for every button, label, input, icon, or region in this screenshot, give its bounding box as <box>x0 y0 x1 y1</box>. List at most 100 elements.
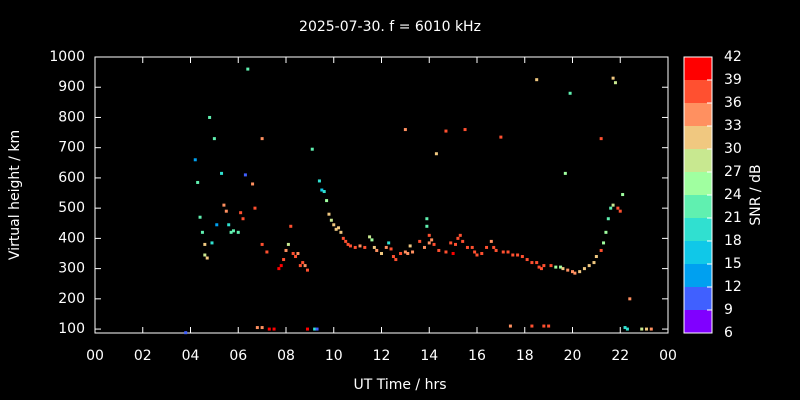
point <box>260 137 264 141</box>
point <box>346 242 350 246</box>
colorbar-band <box>684 126 712 149</box>
point <box>427 241 431 245</box>
point <box>277 267 281 271</box>
point <box>506 250 510 254</box>
point <box>559 265 563 269</box>
x-tick-label: 14 <box>420 348 438 364</box>
point <box>640 327 644 331</box>
x-tick-label: 20 <box>564 348 582 364</box>
colorbar-band <box>684 103 712 126</box>
point <box>594 255 598 259</box>
point <box>485 245 489 249</box>
x-tick-label: 06 <box>229 348 247 364</box>
point <box>616 206 620 210</box>
point <box>332 223 336 227</box>
x-tick-label: 08 <box>277 348 295 364</box>
colorbar-band <box>684 57 712 80</box>
point <box>220 171 224 175</box>
point <box>458 233 462 237</box>
point <box>611 76 615 80</box>
x-tick-label: 04 <box>182 348 200 364</box>
point <box>403 128 407 132</box>
point <box>210 241 214 245</box>
x-tick-label: 18 <box>516 348 534 364</box>
colorbar-tick-label: 42 <box>724 49 742 65</box>
colorbar-band <box>684 172 712 195</box>
colorbar-tick-label: 27 <box>724 164 742 180</box>
point <box>224 209 228 213</box>
point <box>613 81 617 85</box>
point <box>494 248 498 252</box>
point <box>628 297 632 301</box>
point <box>334 227 338 231</box>
point <box>251 182 255 186</box>
point <box>372 245 376 249</box>
y-tick-label: 100 <box>58 321 85 337</box>
point <box>454 242 458 246</box>
point <box>380 251 383 255</box>
point <box>222 203 226 207</box>
x-tick-label: 02 <box>134 348 152 364</box>
point <box>542 264 546 268</box>
point <box>320 188 324 192</box>
point <box>198 215 202 219</box>
point <box>282 258 286 262</box>
point <box>208 115 212 119</box>
point <box>236 230 240 234</box>
point <box>625 327 629 331</box>
point <box>621 193 625 197</box>
point <box>286 242 290 246</box>
x-tick-label: 12 <box>373 348 391 364</box>
point <box>618 209 622 213</box>
x-tick-label: 10 <box>325 348 343 364</box>
point <box>391 255 395 259</box>
point <box>411 250 415 254</box>
point <box>305 327 309 331</box>
point <box>229 230 233 234</box>
colorbar-band <box>684 241 712 264</box>
point <box>303 264 307 268</box>
point <box>444 129 448 133</box>
point <box>368 235 372 239</box>
point <box>255 326 259 330</box>
colorbar-band <box>684 149 712 172</box>
point <box>344 239 348 243</box>
point <box>284 248 288 252</box>
point <box>375 248 379 252</box>
point <box>645 327 649 331</box>
point <box>566 268 570 272</box>
colorbar-tick-label: 21 <box>724 210 742 226</box>
point <box>193 158 197 162</box>
point <box>542 324 546 328</box>
point <box>327 212 331 216</box>
point <box>339 230 343 234</box>
point <box>535 78 539 82</box>
y-tick-label: 600 <box>58 170 85 186</box>
point <box>370 238 374 242</box>
point <box>592 261 596 265</box>
point <box>604 230 608 234</box>
point <box>260 326 264 330</box>
colorbar-tick-label: 24 <box>724 187 742 203</box>
point <box>492 245 496 249</box>
point <box>422 245 426 249</box>
point <box>425 224 429 228</box>
point <box>315 327 319 331</box>
point <box>465 245 469 249</box>
point <box>430 238 434 242</box>
colorbar-band <box>684 80 712 103</box>
point <box>294 255 298 259</box>
point <box>337 226 341 230</box>
point <box>203 242 207 246</box>
point <box>449 241 453 245</box>
chart-title: 2025-07-30. f = 6010 kHz <box>299 19 481 35</box>
point <box>587 264 591 268</box>
point <box>279 264 283 268</box>
colorbar-tick-label: 12 <box>724 279 742 295</box>
point <box>427 233 431 237</box>
point <box>463 128 467 132</box>
point <box>530 324 534 328</box>
point <box>434 152 438 156</box>
colorbar-tick-label: 6 <box>724 325 733 341</box>
